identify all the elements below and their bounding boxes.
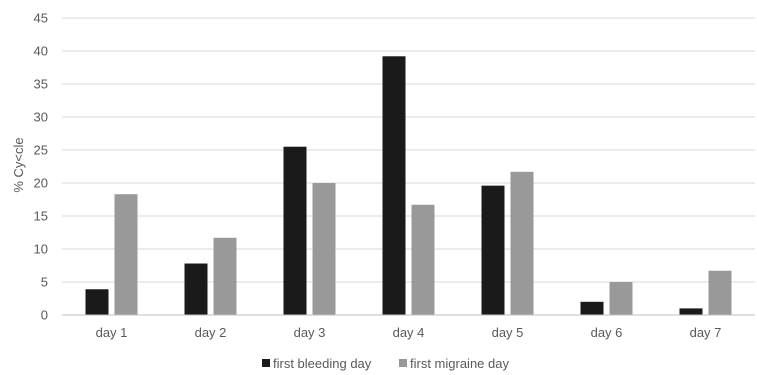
bar-bleeding-2 (184, 263, 208, 315)
y-axis-ticks: 0 5 10 15 20 25 30 35 40 45 (34, 11, 48, 323)
x-tick-label: day 3 (294, 325, 326, 340)
bar-migraine-4 (411, 204, 435, 315)
y-tick-label: 25 (34, 143, 48, 158)
y-tick-label: 10 (34, 242, 48, 257)
x-tick-label: day 5 (492, 325, 524, 340)
bar-bleeding-7 (679, 308, 703, 315)
bar-bleeding-6 (580, 301, 604, 315)
bar-migraine-1 (114, 194, 138, 315)
legend-swatch-migraine (399, 359, 407, 367)
legend-label: first migraine day (410, 356, 509, 371)
y-tick-label: 45 (34, 11, 48, 26)
bar-bleeding-5 (481, 185, 505, 315)
bar-migraine-5 (510, 171, 534, 315)
x-tick-label: day 1 (96, 325, 128, 340)
x-tick-label: day 6 (591, 325, 623, 340)
y-tick-label: 35 (34, 77, 48, 92)
bar-bleeding-3 (283, 146, 307, 315)
x-tick-label: day 7 (690, 325, 722, 340)
x-tick-label: day 2 (195, 325, 227, 340)
y-tick-label: 20 (34, 176, 48, 191)
y-axis-label: % Cy<cle (11, 137, 26, 192)
legend-label: first bleeding day (273, 356, 372, 371)
legend: first bleeding day first migraine day (262, 356, 509, 371)
bar-migraine-6 (609, 282, 633, 315)
x-tick-label: day 4 (393, 325, 425, 340)
bar-bleeding-4 (382, 56, 406, 315)
x-axis-ticks: day 1 day 2 day 3 day 4 day 5 day 6 day 7 (96, 325, 722, 340)
bar-migraine-7 (708, 270, 732, 315)
bar-migraine-2 (213, 237, 237, 315)
bar-bleeding-1 (85, 289, 109, 315)
bar-migraine-3 (312, 183, 336, 315)
bars (85, 56, 732, 315)
y-tick-label: 30 (34, 110, 48, 125)
y-tick-label: 40 (34, 44, 48, 59)
y-tick-label: 5 (41, 275, 48, 290)
y-tick-label: 15 (34, 209, 48, 224)
y-tick-label: 0 (41, 308, 48, 323)
gridlines (62, 17, 755, 283)
legend-swatch-bleeding (262, 359, 270, 367)
